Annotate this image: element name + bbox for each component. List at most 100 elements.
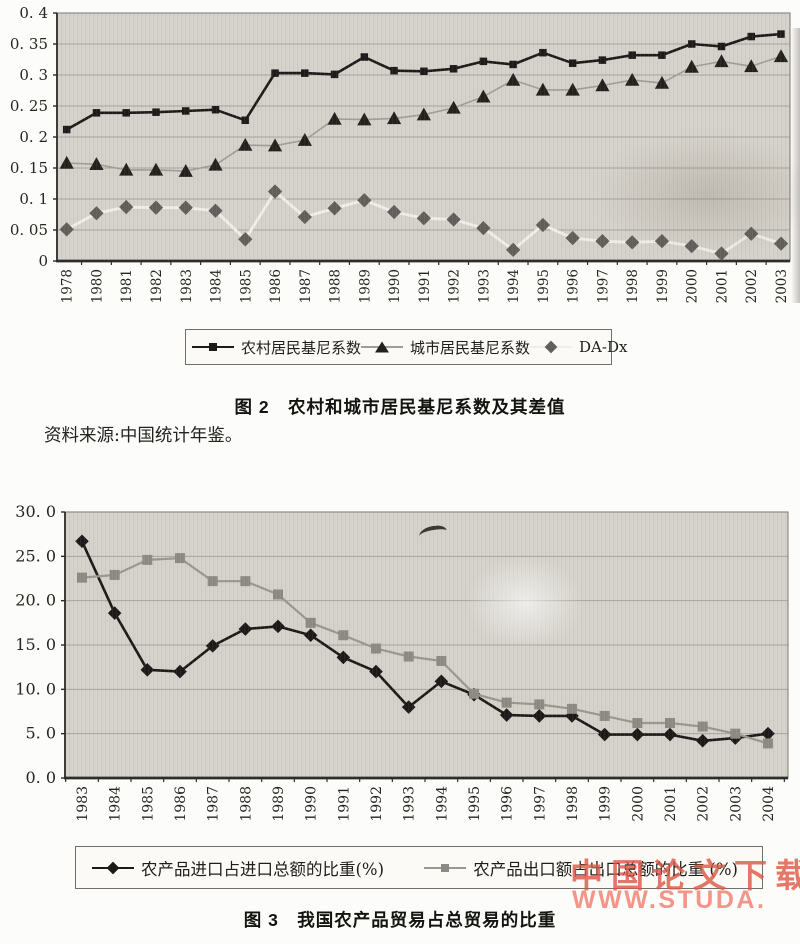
- marker-square: [273, 589, 284, 600]
- x-tick-label: 1983: [179, 269, 195, 303]
- x-tick-label: 2003: [728, 786, 744, 822]
- marker-square: [241, 116, 250, 125]
- marker-diamond: [386, 204, 402, 220]
- marker-triangle: [714, 54, 729, 68]
- marker-square: [142, 554, 153, 565]
- legend-line-sample: [192, 343, 234, 351]
- series-line-0: [80, 540, 769, 743]
- y-tick-label: 0. 4: [19, 4, 48, 22]
- x-tick-label: 1997: [532, 786, 548, 822]
- x-tick-label: 1984: [108, 786, 124, 822]
- trade-chart-legend: 农产品进口占进口总额的比重(%) 农产品出口额占出口总额的比重 (%): [75, 846, 763, 889]
- marker-square: [305, 617, 316, 628]
- marker-triangle: [148, 162, 164, 176]
- x-tick-label: 1999: [655, 269, 671, 303]
- y-tick-label: 0. 35: [10, 35, 48, 53]
- marker-triangle: [744, 59, 759, 73]
- marker-diamond: [173, 664, 187, 679]
- legend-label: 农产品进口占进口总额的比重(%): [141, 859, 385, 879]
- x-tick-label: 1988: [328, 269, 344, 303]
- marker-triangle: [297, 132, 312, 146]
- diamond-marker-icon: [544, 340, 558, 354]
- marker-square: [301, 69, 309, 77]
- marker-diamond: [565, 709, 579, 723]
- marker-triangle: [565, 82, 580, 96]
- y-tick-label: 0: [38, 252, 48, 270]
- legend-entry: 城市居民基尼系数: [361, 337, 530, 358]
- x-tick-label: 2004: [761, 786, 777, 822]
- marker-triangle: [357, 112, 372, 126]
- legend-entry: 农产品出口额占出口总额的比重 (%): [424, 856, 738, 880]
- marker-diamond: [205, 639, 220, 653]
- marker-triangle: [386, 111, 402, 125]
- x-tick-label: 2000: [630, 786, 646, 822]
- x-tick-label: 1996: [500, 786, 516, 822]
- marker-square: [211, 105, 220, 114]
- marker-diamond: [267, 184, 283, 199]
- marker-square: [777, 30, 785, 38]
- marker-square: [449, 65, 458, 73]
- marker-triangle: [476, 89, 491, 103]
- marker-square: [534, 699, 545, 710]
- marker-square: [122, 109, 130, 117]
- marker-triangle: [446, 100, 461, 114]
- marker-triangle: [773, 49, 789, 63]
- marker-square: [567, 703, 578, 714]
- figure2-caption: 图 2 农村和城市居民基尼系数及其差值: [234, 397, 566, 417]
- marker-diamond: [476, 221, 491, 236]
- marker-diamond: [532, 709, 547, 723]
- gini-chart: 0 0. 05 0. 1 0. 15 0. 2 0. 25 0. 3 0. 35 0. 4 197…: [0, 0, 800, 337]
- marker-square: [747, 32, 755, 41]
- trade-chart-svg: 0. 0 5. 0 10. 0 15. 0 20. 0 25. 0 30. 0 1983 198…: [15, 502, 789, 822]
- marker-square: [717, 42, 726, 51]
- marker-square: [687, 40, 696, 48]
- y-tick-label: 5. 0: [25, 724, 56, 743]
- x-tick-label: 1991: [417, 269, 433, 303]
- marker-square: [182, 107, 190, 115]
- x-tick-label: 1985: [238, 269, 254, 303]
- marker-square: [539, 48, 547, 57]
- x-tick-label: 1995: [536, 269, 552, 303]
- marker-diamond: [535, 217, 551, 233]
- x-tick-label: 1978: [60, 269, 76, 303]
- marker-square: [240, 576, 251, 587]
- marker-square: [501, 697, 512, 708]
- marker-diamond: [238, 232, 253, 247]
- legend-entry: DA-Dx: [530, 338, 627, 356]
- x-tick-label: 2001: [714, 269, 730, 303]
- marker-square: [338, 630, 349, 641]
- marker-square: [175, 553, 186, 564]
- marker-diamond: [178, 200, 193, 215]
- marker-diamond: [773, 236, 789, 251]
- marker-diamond: [625, 235, 640, 250]
- marker-diamond: [654, 234, 670, 249]
- marker-diamond: [107, 606, 122, 620]
- marker-diamond: [369, 664, 383, 679]
- x-tick-label: 1989: [271, 786, 287, 822]
- x-tick-label: 2003: [774, 269, 790, 303]
- x-tick-label: 1991: [336, 786, 352, 822]
- marker-square: [469, 688, 480, 699]
- marker-triangle: [238, 137, 253, 151]
- x-tick-label: 1997: [595, 269, 611, 303]
- legend-line-sample: [424, 863, 467, 872]
- marker-square: [403, 651, 414, 662]
- marker-square: [509, 60, 517, 69]
- legend-label: DA-Dx: [579, 338, 628, 356]
- marker-triangle: [178, 163, 193, 177]
- marker-diamond: [684, 238, 699, 254]
- x-tick-label: 1987: [206, 786, 222, 822]
- x-tick-label: 1981: [119, 269, 135, 303]
- x-tick-label: 1984: [209, 269, 225, 303]
- source-note: 资料来源:中国统计年鉴。: [44, 426, 243, 446]
- y-tick-label: 0. 1: [19, 190, 48, 208]
- marker-square: [730, 728, 741, 739]
- y-tick-label: 20. 0: [15, 591, 56, 610]
- trade-chart: 0. 0 5. 0 10. 0 15. 0 20. 0 25. 0 30. 0 1983 198…: [0, 490, 800, 850]
- marker-diamond: [595, 234, 610, 249]
- marker-triangle: [267, 138, 283, 152]
- marker-triangle: [416, 107, 431, 121]
- legend-label: 城市居民基尼系数: [410, 338, 531, 357]
- marker-diamond: [89, 206, 104, 221]
